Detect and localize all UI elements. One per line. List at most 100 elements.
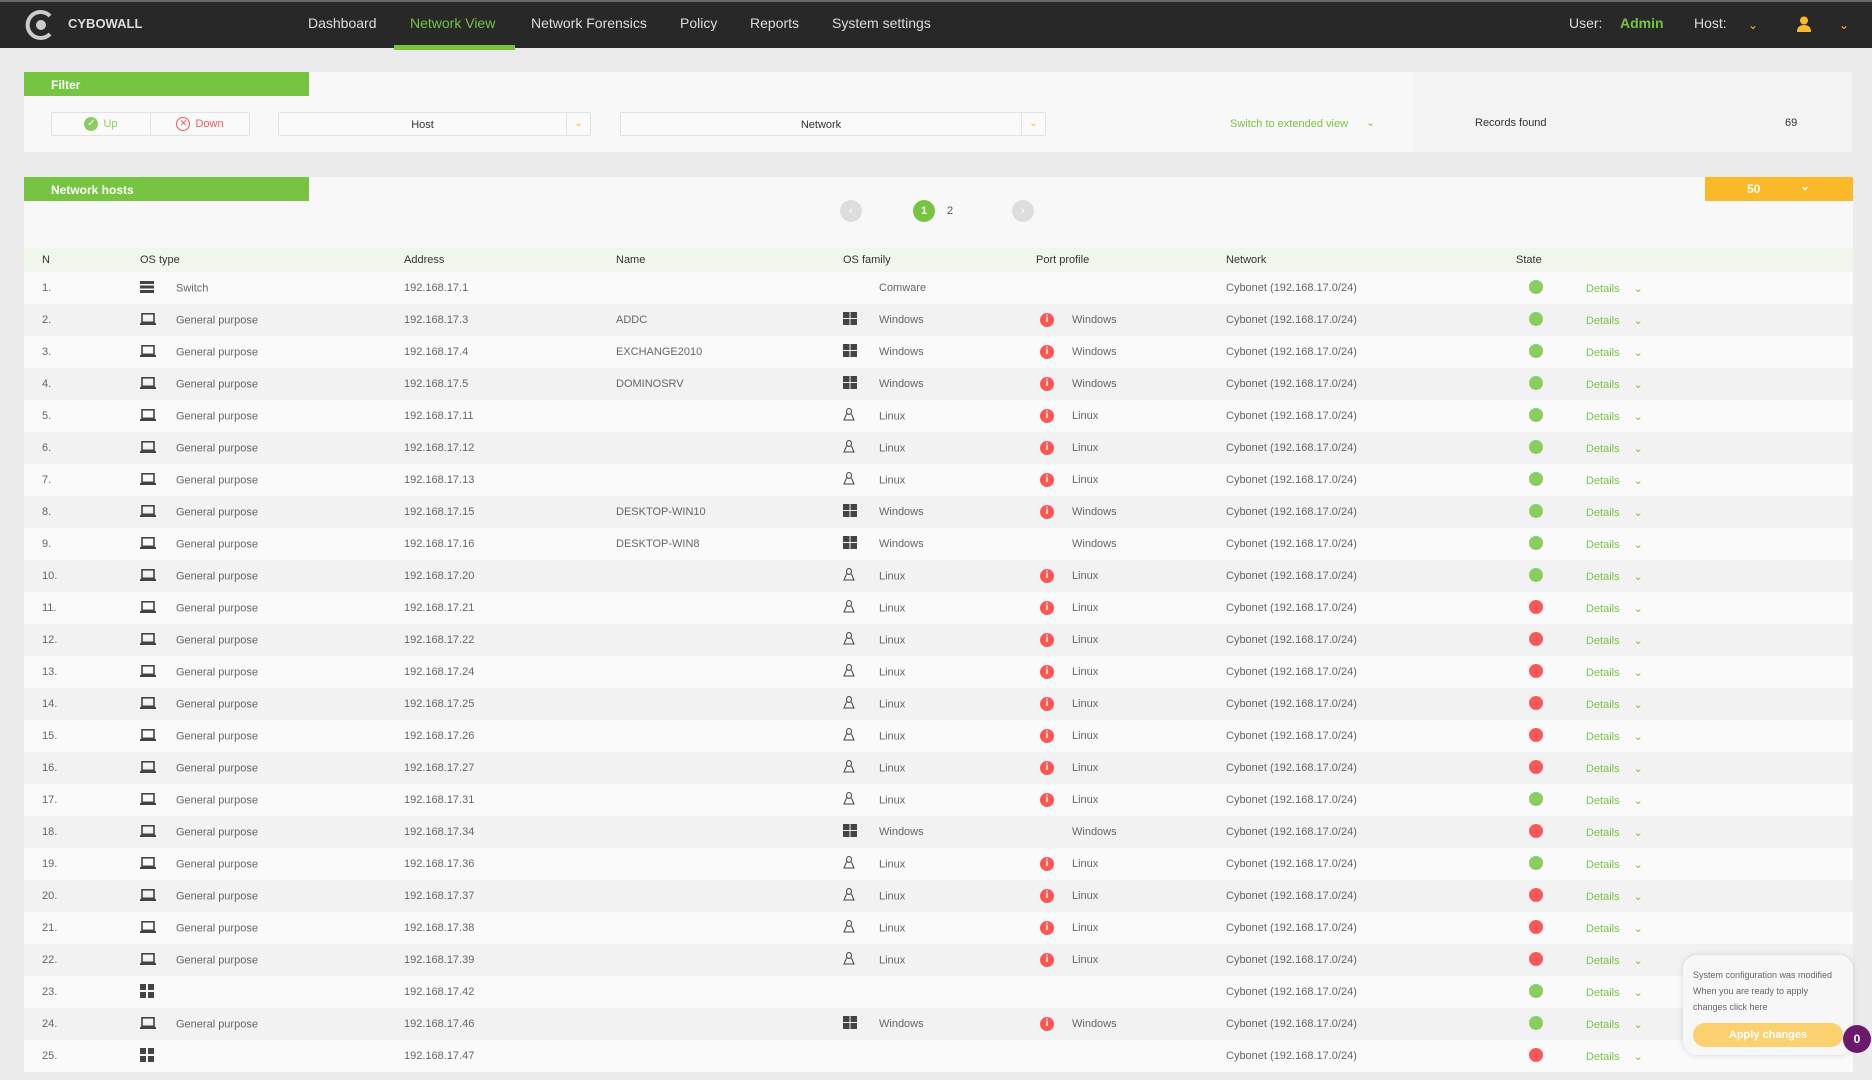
details-link[interactable]: Details (1586, 378, 1620, 391)
details-link[interactable]: Details (1586, 506, 1620, 519)
apply-changes-button[interactable]: Apply changes (1693, 1023, 1843, 1047)
details-link[interactable]: Details (1586, 346, 1620, 359)
nav-dashboard[interactable]: Dashboard (308, 15, 377, 31)
table-row[interactable]: 25. 192.168.17.47 Cybonet (192.168.17.0/24… (24, 1040, 1853, 1072)
details-link[interactable]: Details (1586, 794, 1620, 807)
details-link[interactable]: Details (1586, 442, 1620, 455)
expand-chevron-icon[interactable]: ⌄ (1633, 634, 1643, 647)
expand-chevron-icon[interactable]: ⌄ (1633, 442, 1643, 455)
details-link[interactable]: Details (1586, 922, 1620, 935)
alert-info-icon[interactable]: i (1040, 857, 1054, 871)
expand-chevron-icon[interactable]: ⌄ (1633, 986, 1643, 999)
alert-info-icon[interactable]: i (1040, 345, 1054, 359)
alert-info-icon[interactable]: i (1040, 313, 1054, 327)
page-2-button[interactable]: 2 (946, 205, 954, 217)
alert-info-icon[interactable]: i (1040, 761, 1054, 775)
table-row[interactable]: 13. General purpose 192.168.17.24 Linux i Lin… (24, 656, 1853, 688)
table-row[interactable]: 9. General purpose 192.168.17.16 DESKTOP-WI… (24, 528, 1853, 560)
alert-info-icon[interactable]: i (1040, 665, 1054, 679)
next-page-button[interactable]: › (1012, 200, 1034, 222)
table-row[interactable]: 4. General purpose 192.168.17.5 DOMINOSRV Wi… (24, 368, 1853, 400)
alert-info-icon[interactable]: i (1040, 377, 1054, 391)
table-row[interactable]: 3. General purpose 192.168.17.4 EXCHANGE201… (24, 336, 1853, 368)
user-menu-chevron-down-icon[interactable]: ⌄ (1839, 18, 1850, 32)
expand-chevron-icon[interactable]: ⌄ (1633, 730, 1643, 743)
table-row[interactable]: 20. General purpose 192.168.17.37 Linux i Lin… (24, 880, 1853, 912)
details-link[interactable]: Details (1586, 314, 1620, 327)
alert-info-icon[interactable]: i (1040, 473, 1054, 487)
table-row[interactable]: 7. General purpose 192.168.17.13 Linux i Linu… (24, 464, 1853, 496)
details-link[interactable]: Details (1586, 986, 1620, 999)
table-row[interactable]: 8. General purpose 192.168.17.15 DESKTOP-WI… (24, 496, 1853, 528)
alert-info-icon[interactable]: i (1040, 441, 1054, 455)
details-link[interactable]: Details (1586, 730, 1620, 743)
table-row[interactable]: 5. General purpose 192.168.17.11 Linux i Linu… (24, 400, 1853, 432)
table-row[interactable]: 12. General purpose 192.168.17.22 Linux i Lin… (24, 624, 1853, 656)
apply-changes-toast[interactable]: System configuration was modified When y… (1683, 955, 1853, 1055)
table-row[interactable]: 22. General purpose 192.168.17.39 Linux i Lin… (24, 944, 1853, 976)
alert-info-icon[interactable]: i (1040, 953, 1054, 967)
expand-chevron-icon[interactable]: ⌄ (1633, 794, 1643, 807)
expand-chevron-icon[interactable]: ⌄ (1633, 666, 1643, 679)
filter-down-button[interactable]: ✕ Down (150, 112, 250, 136)
details-link[interactable]: Details (1586, 1050, 1620, 1063)
expand-chevron-icon[interactable]: ⌄ (1633, 410, 1643, 423)
details-link[interactable]: Details (1586, 666, 1620, 679)
expand-chevron-icon[interactable]: ⌄ (1633, 858, 1643, 871)
host-select[interactable]: Host ⌄ (278, 112, 591, 136)
user-name[interactable]: Admin (1620, 15, 1664, 31)
pending-changes-badge[interactable]: 0 (1843, 1025, 1871, 1053)
prev-page-button[interactable]: ‹ (840, 200, 862, 222)
table-row[interactable]: 11. General purpose 192.168.17.21 Linux i Lin… (24, 592, 1853, 624)
details-link[interactable]: Details (1586, 538, 1620, 551)
expand-chevron-icon[interactable]: ⌄ (1633, 1018, 1643, 1031)
details-link[interactable]: Details (1586, 698, 1620, 711)
table-row[interactable]: 14. General purpose 192.168.17.25 Linux i Lin… (24, 688, 1853, 720)
details-link[interactable]: Details (1586, 890, 1620, 903)
expand-chevron-icon[interactable]: ⌄ (1633, 570, 1643, 583)
host-chevron-down-icon[interactable]: ⌄ (1748, 18, 1759, 32)
nav-reports[interactable]: Reports (750, 15, 800, 31)
expand-chevron-icon[interactable]: ⌄ (1633, 282, 1643, 295)
alert-info-icon[interactable]: i (1040, 1017, 1054, 1031)
alert-info-icon[interactable]: i (1040, 921, 1054, 935)
alert-info-icon[interactable]: i (1040, 505, 1054, 519)
alert-info-icon[interactable]: i (1040, 601, 1054, 615)
nav-network-forensics[interactable]: Network Forensics (531, 15, 647, 31)
table-row[interactable]: 2. General purpose 192.168.17.3 ADDC Windows… (24, 304, 1853, 336)
table-row[interactable]: 18. General purpose 192.168.17.34 Windows Wi… (24, 816, 1853, 848)
expand-chevron-icon[interactable]: ⌄ (1633, 954, 1643, 967)
table-row[interactable]: 19. General purpose 192.168.17.36 Linux i Lin… (24, 848, 1853, 880)
table-row[interactable]: 24. General purpose 192.168.17.46 Windows i W… (24, 1008, 1853, 1040)
expand-chevron-icon[interactable]: ⌄ (1633, 890, 1643, 903)
per-page-select[interactable]: 50 ⌄ (1705, 177, 1853, 201)
details-link[interactable]: Details (1586, 826, 1620, 839)
table-row[interactable]: 6. General purpose 192.168.17.12 Linux i Linu… (24, 432, 1853, 464)
alert-info-icon[interactable]: i (1040, 633, 1054, 647)
alert-info-icon[interactable]: i (1040, 793, 1054, 807)
details-link[interactable]: Details (1586, 1018, 1620, 1031)
alert-info-icon[interactable]: i (1040, 889, 1054, 903)
filter-up-button[interactable]: ✓ Up (51, 112, 151, 136)
switch-view-chevron-icon[interactable]: ⌄ (1366, 117, 1376, 129)
network-select[interactable]: Network ⌄ (620, 112, 1046, 136)
table-row[interactable]: 16. General purpose 192.168.17.27 Linux i Lin… (24, 752, 1853, 784)
details-link[interactable]: Details (1586, 762, 1620, 775)
alert-info-icon[interactable]: i (1040, 697, 1054, 711)
details-link[interactable]: Details (1586, 282, 1620, 295)
expand-chevron-icon[interactable]: ⌄ (1633, 602, 1643, 615)
expand-chevron-icon[interactable]: ⌄ (1633, 826, 1643, 839)
details-link[interactable]: Details (1586, 602, 1620, 615)
details-link[interactable]: Details (1586, 570, 1620, 583)
table-row[interactable]: 15. General purpose 192.168.17.26 Linux i Lin… (24, 720, 1853, 752)
expand-chevron-icon[interactable]: ⌄ (1633, 474, 1643, 487)
details-link[interactable]: Details (1586, 634, 1620, 647)
switch-extended-view-link[interactable]: Switch to extended view (1230, 118, 1349, 130)
user-icon[interactable] (1797, 16, 1811, 32)
details-link[interactable]: Details (1586, 474, 1620, 487)
table-row[interactable]: 23. 192.168.17.42 Cybonet (192.168.17.0/24… (24, 976, 1853, 1008)
expand-chevron-icon[interactable]: ⌄ (1633, 506, 1643, 519)
expand-chevron-icon[interactable]: ⌄ (1633, 346, 1643, 359)
table-row[interactable]: 21. General purpose 192.168.17.38 Linux i Lin… (24, 912, 1853, 944)
nav-policy[interactable]: Policy (680, 15, 718, 31)
